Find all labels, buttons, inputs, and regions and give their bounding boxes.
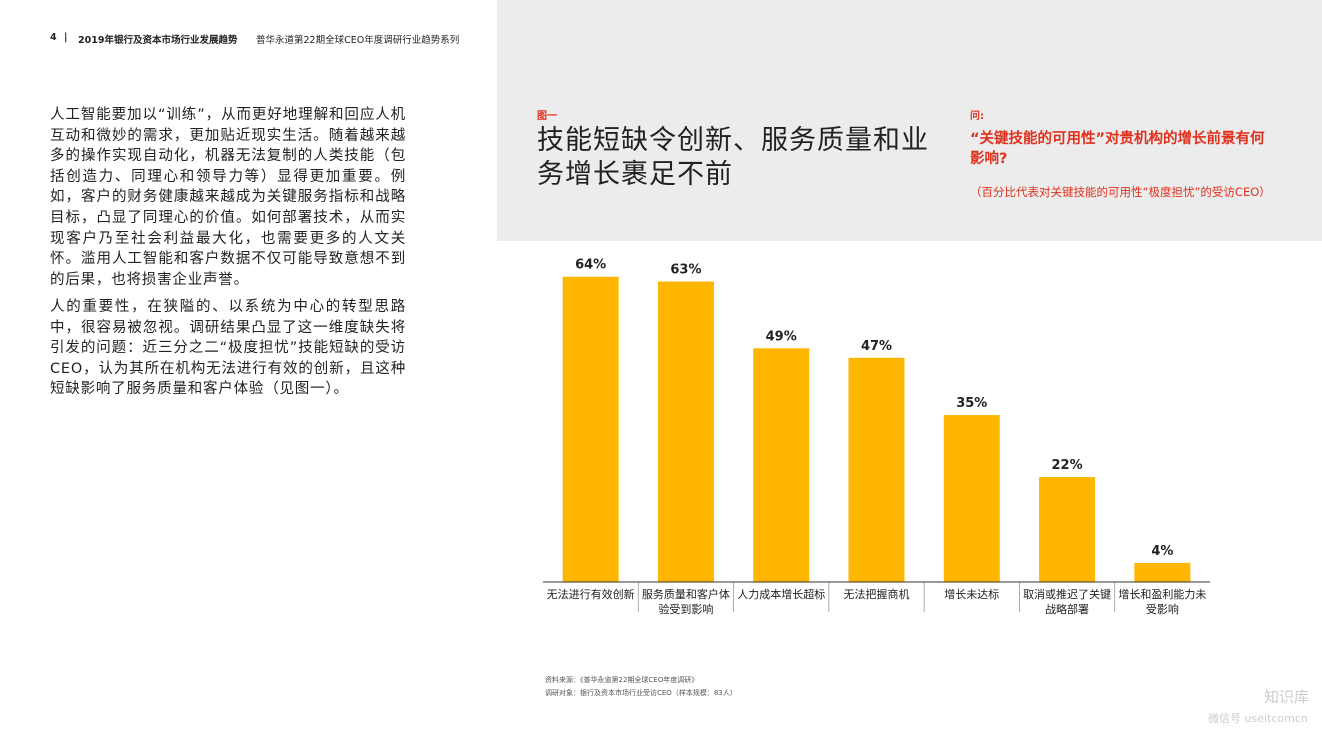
separator: | bbox=[64, 32, 68, 43]
bar bbox=[657, 281, 714, 582]
value-label: 4% bbox=[1151, 544, 1173, 559]
value-label: 22% bbox=[1052, 458, 1083, 473]
bar bbox=[943, 415, 1000, 582]
value-label: 49% bbox=[766, 329, 797, 344]
question-label: 问: bbox=[970, 111, 984, 122]
bar bbox=[848, 357, 905, 582]
watermark-account: 微信号 useitcomcn bbox=[1208, 712, 1308, 725]
bar bbox=[562, 276, 619, 582]
bar bbox=[1039, 477, 1096, 582]
page-number: 4 bbox=[50, 32, 57, 43]
question: “关键技能的可用性”对贵机构的增长前景有何影响? bbox=[970, 131, 1265, 167]
series-title: 普华永道第22期全球CEO年度调研行业趋势系列 bbox=[256, 35, 460, 46]
category-label: 增长未达标 bbox=[944, 588, 1000, 601]
report-title: 2019年银行及资本市场行业发展趋势 bbox=[78, 35, 238, 46]
bar bbox=[1134, 562, 1191, 582]
value-label: 63% bbox=[670, 262, 701, 277]
category-label: 取消或推迟了关键战略部署 bbox=[1023, 588, 1112, 616]
category-label: 人力成本增长超标 bbox=[737, 588, 826, 601]
category-label: 服务质量和客户体验受到影响 bbox=[641, 588, 730, 616]
value-label: 35% bbox=[956, 396, 987, 411]
grey-panel bbox=[497, 0, 1322, 241]
figure-label: 图一 bbox=[537, 111, 557, 122]
category-label: 增长和盈利能力未受影响 bbox=[1118, 588, 1207, 616]
bar bbox=[753, 348, 810, 582]
category-label: 无法把握商机 bbox=[843, 588, 910, 601]
value-label: 47% bbox=[861, 339, 892, 354]
value-label: 64% bbox=[575, 258, 606, 273]
source-note: 资料来源：《普华永道第22期全球CEO年度调研》 bbox=[545, 676, 699, 684]
paragraph: 人工智能要加以“训练”，从而更好地理解和回应人机互动和微妙的需求，更加贴近现实生… bbox=[50, 107, 406, 288]
question-note: （百分比代表对关键技能的可用性“极度担忧”的受访CEO） bbox=[970, 185, 1271, 199]
watermark-brand: 知识库 bbox=[1264, 688, 1310, 706]
category-label: 无法进行有效创新 bbox=[546, 588, 635, 601]
figure-title: 技能短缺令创新、服务质量和业务增长裹足不前 bbox=[537, 125, 929, 190]
sample-note: 调研对象：银行及资本市场行业受访CEO（样本规模：83人） bbox=[545, 689, 737, 697]
paragraph: 人的重要性，在狭隘的、以系统为中心的转型思路中，很容易被忽视。调研结果凸显了这一… bbox=[50, 299, 406, 398]
